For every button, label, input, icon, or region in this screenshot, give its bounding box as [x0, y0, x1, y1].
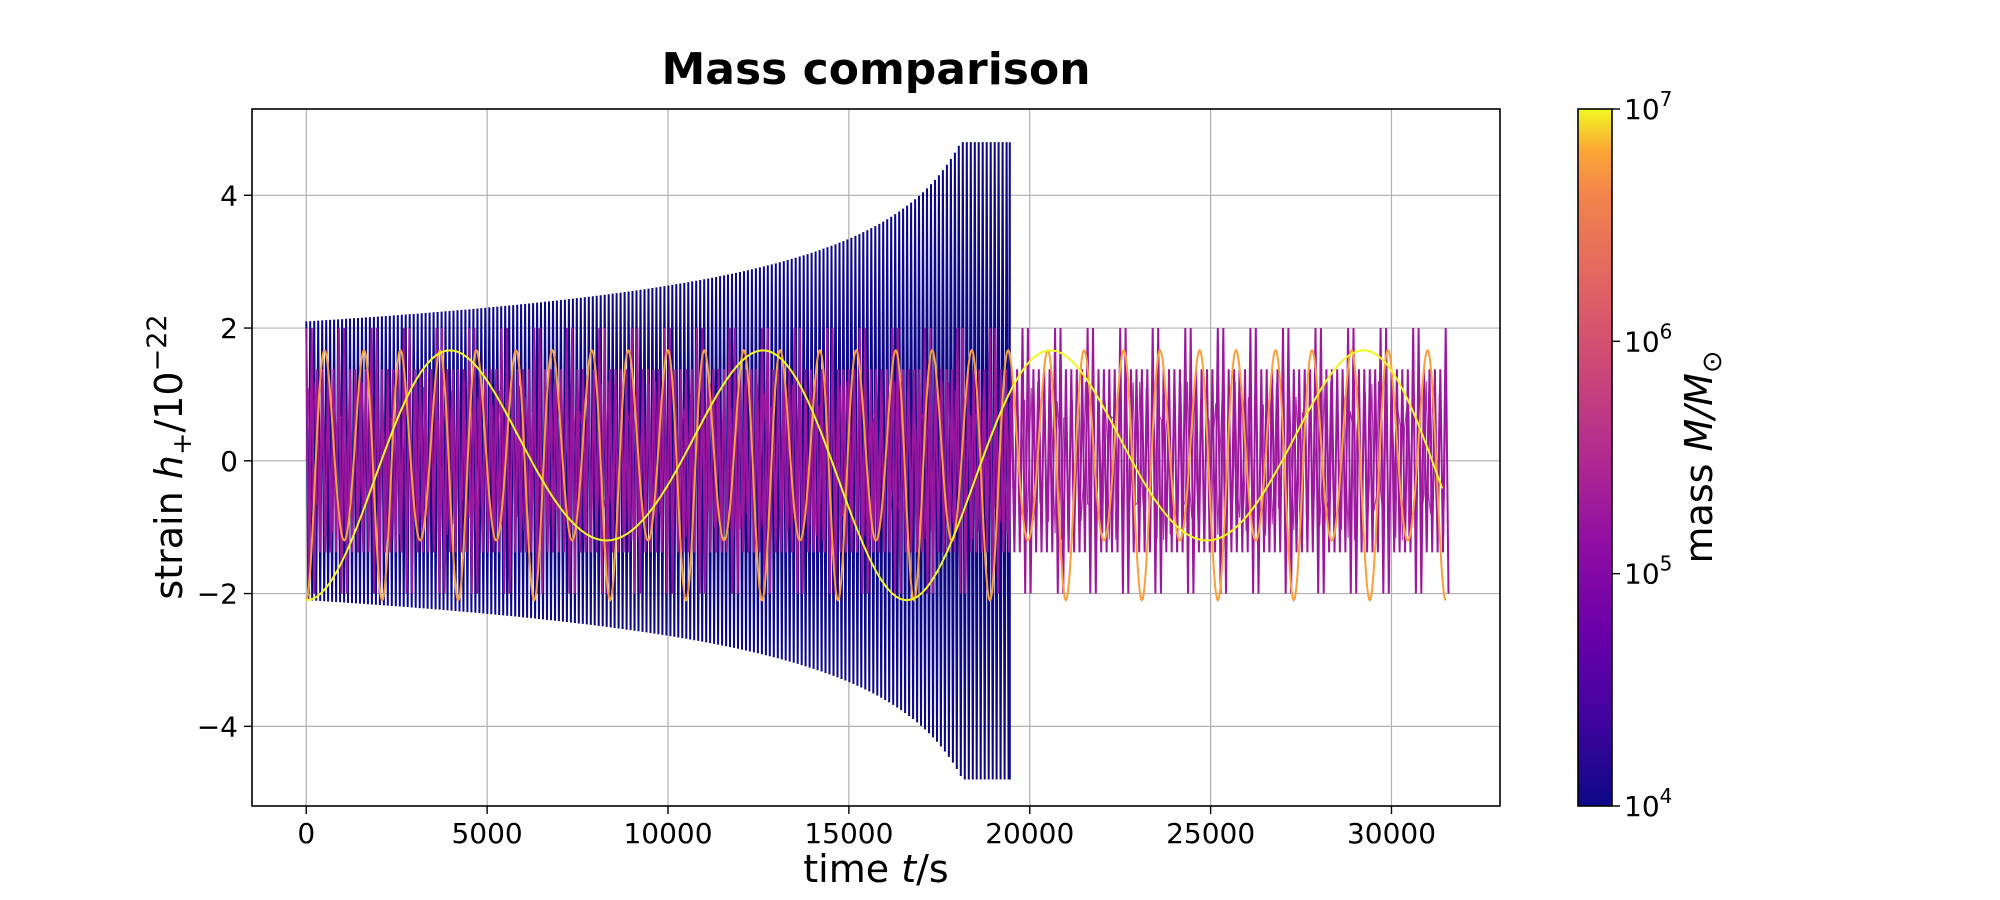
- colorbar-label: mass M/M⊙: [1677, 351, 1728, 564]
- x-axis-label: time t/s: [803, 847, 948, 891]
- x-tick-label: 15000: [804, 817, 893, 850]
- y-tick-label: 4: [220, 179, 238, 212]
- colorbar-tick-label: 104: [1624, 784, 1672, 823]
- chart-title: Mass comparison: [661, 44, 1090, 95]
- series-band-m1e5: [305, 381, 1447, 541]
- x-tick-label: 20000: [985, 817, 1074, 850]
- y-axis-label: strain h+/10−22: [142, 314, 198, 599]
- series-line-m1e6: [305, 349, 1447, 602]
- colorbar-ticks: 104 105 106 107: [1612, 87, 1672, 823]
- x-axis-ticks: 0 5000 10000 15000 20000 25000 30000: [297, 806, 1436, 850]
- series-line-m1e7: [306, 349, 1444, 602]
- x-tick-label: 30000: [1347, 817, 1436, 850]
- colorbar-tick-label: 106: [1624, 319, 1672, 358]
- y-tick-label: 2: [220, 312, 238, 345]
- colorbar-tick-label: 107: [1624, 87, 1672, 126]
- series-layer: [305, 142, 1450, 780]
- y-tick-label: −2: [197, 578, 238, 611]
- x-tick-label: 25000: [1166, 817, 1255, 850]
- plot-frame: [251, 108, 1501, 807]
- x-tick-label: 10000: [623, 817, 712, 850]
- y-tick-label: 0: [220, 445, 238, 478]
- x-tick-label: 0: [297, 817, 315, 850]
- series-line-m1e5: [305, 328, 1450, 594]
- y-axis-ticks: −4 −2 0 2 4: [197, 179, 252, 743]
- colorbar-tick-label: 105: [1624, 552, 1672, 591]
- y-tick-label: −4: [197, 710, 238, 743]
- x-tick-label: 5000: [451, 817, 522, 850]
- colorbar: [1577, 108, 1613, 807]
